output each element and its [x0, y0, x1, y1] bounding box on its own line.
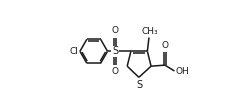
Text: O: O [111, 67, 119, 76]
Text: O: O [111, 26, 119, 35]
Text: S: S [136, 80, 142, 90]
Text: Cl: Cl [70, 47, 79, 56]
Text: O: O [161, 41, 168, 50]
Text: OH: OH [175, 67, 189, 76]
Text: S: S [112, 46, 118, 56]
Text: CH₃: CH₃ [142, 27, 158, 36]
